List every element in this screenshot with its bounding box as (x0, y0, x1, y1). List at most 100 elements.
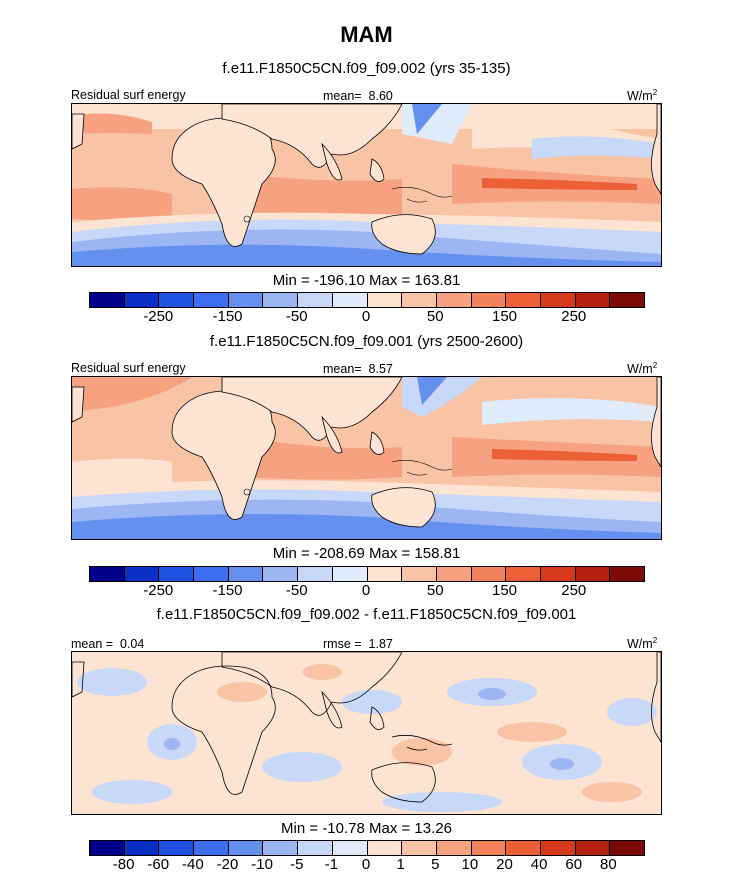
panel1-units-sup: 2 (652, 88, 658, 97)
panel3-mean-text: mean = (71, 637, 114, 651)
panel1-units-text: W/m (627, 89, 653, 104)
colorbar-tick-label: 50 (426, 582, 444, 599)
panel3-map (71, 651, 662, 815)
colorbar-tick-label: -80 (112, 856, 135, 873)
panel3-rmse-value: 1.87 (368, 637, 393, 651)
colorbar-box (124, 293, 160, 307)
colorbar-tick-label: -250 (143, 308, 174, 325)
colorbar-box (194, 567, 229, 581)
colorbar-box (402, 841, 437, 855)
panel1-variable-label: Residual surf energy (71, 88, 186, 102)
panel2-subtitle: f.e11.F1850C5CN.f09_f09.001 (yrs 2500-26… (209, 333, 524, 350)
colorbar-tick-label: -150 (212, 582, 243, 599)
colorbar-box (263, 293, 299, 307)
panel1-colorbar (89, 292, 645, 308)
colorbar-box (610, 293, 644, 307)
colorbar-box (228, 293, 264, 307)
colorbar-tick-label: 0 (361, 308, 371, 325)
panel3-units-text: W/m (627, 637, 653, 652)
colorbar-box (610, 567, 644, 581)
panel2-units-sup: 2 (652, 361, 658, 370)
panel3-rmse-text: rmse = (323, 637, 362, 651)
colorbar-tick-label: 0 (361, 582, 371, 599)
colorbar-box (575, 567, 611, 581)
colorbar-box (298, 293, 333, 307)
colorbar-tick-label: -150 (212, 308, 243, 325)
panel2-colorbar (89, 566, 645, 582)
colorbar-box (540, 567, 576, 581)
colorbar-tick-label: 150 (491, 308, 518, 325)
colorbar-box (263, 841, 299, 855)
colorbar-tick-label: 150 (491, 582, 518, 599)
panel1-mean-text: mean= (323, 89, 362, 103)
panel3-minmax: Min = -10.78 Max = 13.26 (281, 820, 452, 837)
colorbar-box (471, 841, 507, 855)
panel3-units-sup: 2 (652, 636, 658, 645)
panel1-mean-label: mean= 8.60 (323, 89, 393, 103)
panel3-rmse-label: rmse = 1.87 (323, 637, 393, 651)
colorbar-tick-label: 80 (600, 856, 617, 873)
colorbar-box (436, 841, 472, 855)
colorbar-tick-label: 5 (431, 856, 440, 873)
panel3-subtitle: f.e11.F1850C5CN.f09_f09.002 - f.e11.F185… (156, 606, 577, 623)
colorbar-box (124, 841, 160, 855)
colorbar-box (228, 841, 264, 855)
panel3-mean-value: 0.04 (120, 637, 145, 651)
colorbar-box (194, 841, 229, 855)
colorbar-tick-label: -10 (251, 856, 273, 873)
colorbar-tick-label: 20 (496, 856, 513, 873)
panel2-mean-label: mean= 8.57 (323, 362, 393, 376)
colorbar-box (506, 293, 541, 307)
colorbar-box (90, 567, 125, 581)
panel1-map (71, 103, 662, 267)
panel2-map (71, 376, 662, 540)
colorbar-box (159, 567, 195, 581)
colorbar-tick-label: -20 (216, 856, 239, 873)
panel1-mean-value: 8.60 (368, 89, 393, 103)
colorbar-box (367, 567, 403, 581)
panel2-minmax: Min = -208.69 Max = 158.81 (272, 545, 461, 562)
colorbar-tick-label: 40 (530, 856, 548, 873)
colorbar-tick-label: 10 (461, 856, 479, 873)
colorbar-box (575, 841, 611, 855)
colorbar-box (540, 841, 576, 855)
colorbar-box (506, 841, 541, 855)
colorbar-box (159, 293, 195, 307)
colorbar-tick-label: 250 (561, 308, 587, 325)
colorbar-box (575, 293, 611, 307)
colorbar-box (506, 567, 541, 581)
colorbar-box (367, 841, 403, 855)
colorbar-box (332, 293, 368, 307)
panel2-mean-text: mean= (323, 362, 362, 376)
panel3-mean-label: mean = 0.04 (71, 637, 144, 651)
panel1-subtitle: f.e11.F1850C5CN.f09_f09.002 (yrs 35-135) (222, 60, 511, 77)
colorbar-tick-label: 250 (561, 582, 587, 599)
colorbar-box (402, 293, 437, 307)
panel2-mean-value: 8.57 (368, 362, 393, 376)
colorbar-box (124, 567, 160, 581)
colorbar-tick-label: 1 (396, 856, 405, 873)
colorbar-box (332, 567, 368, 581)
colorbar-box (471, 567, 507, 581)
panel1-minmax: Min = -196.10 Max = 163.81 (272, 272, 461, 289)
colorbar-tick-label: -50 (285, 308, 308, 325)
colorbar-box (90, 841, 125, 855)
panel2-units: W/m2 (627, 361, 657, 376)
panel2-units-text: W/m (627, 362, 653, 377)
colorbar-box (436, 567, 472, 581)
colorbar-box (332, 841, 368, 855)
colorbar-tick-label: -40 (182, 856, 204, 873)
colorbar-tick-label: 0 (361, 856, 371, 873)
colorbar-box (263, 567, 299, 581)
panel3-colorbar (89, 840, 645, 856)
colorbar-tick-label: 60 (565, 856, 583, 873)
colorbar-tick-label: 50 (426, 308, 444, 325)
colorbar-box (402, 567, 437, 581)
colorbar-tick-label: -50 (285, 582, 308, 599)
colorbar-tick-label: -60 (147, 856, 170, 873)
panel2-variable-label: Residual surf energy (71, 361, 186, 375)
colorbar-box (610, 841, 644, 855)
colorbar-box (90, 293, 125, 307)
colorbar-box (228, 567, 264, 581)
colorbar-box (298, 567, 333, 581)
